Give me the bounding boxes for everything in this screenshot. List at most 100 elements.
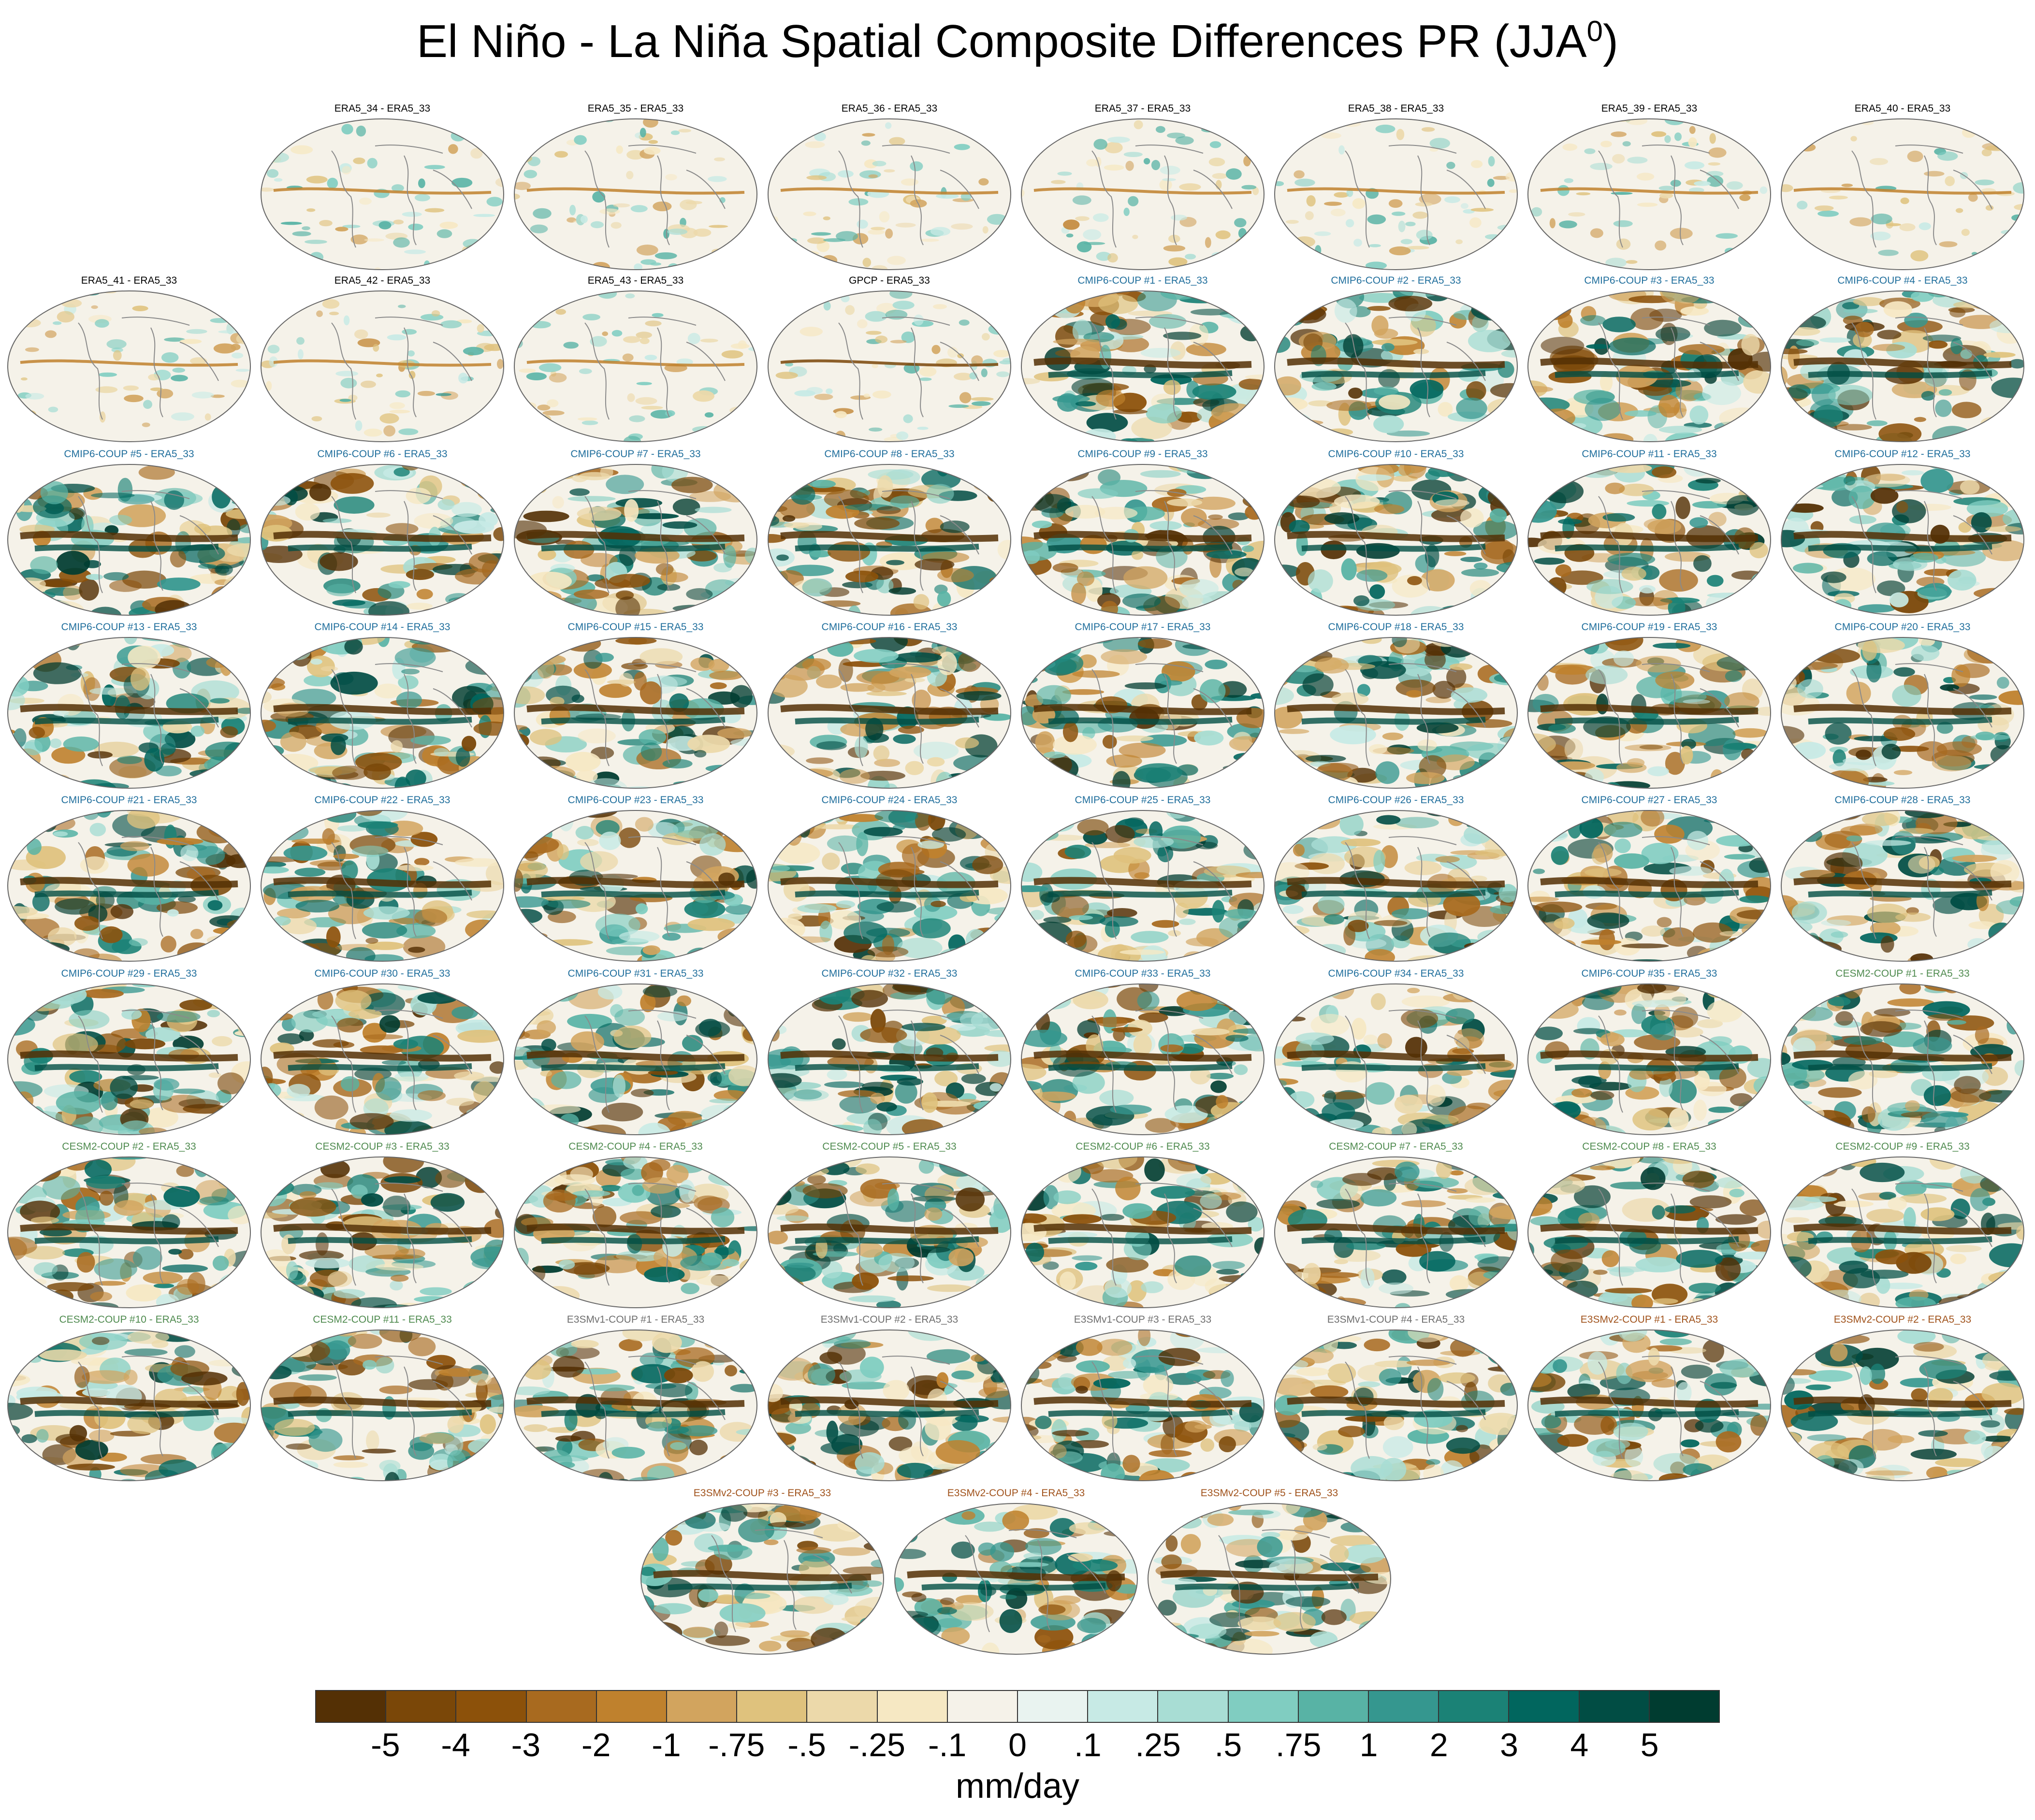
- equatorial-anomaly-band: [1793, 187, 2012, 195]
- precip-anomaly-patch: [693, 228, 712, 237]
- precip-anomaly-patch: [448, 601, 490, 607]
- coastline: [1417, 847, 1430, 937]
- precip-anomaly-patch: [389, 409, 410, 414]
- precip-anomaly-patch: [297, 349, 304, 360]
- precip-anomaly-patch: [1106, 908, 1137, 918]
- precip-anomaly-patch: [1792, 141, 1804, 145]
- precip-anomaly-patch: [1021, 239, 1032, 245]
- precip-anomaly-patch: [1529, 587, 1542, 598]
- precip-anomaly-patch: [1128, 196, 1139, 206]
- map-panel-field: [1527, 290, 1771, 442]
- precip-anomaly-patch: [487, 464, 503, 479]
- precip-anomaly-patch: [969, 424, 982, 433]
- coastline: [121, 490, 190, 499]
- precip-anomaly-patch: [951, 223, 973, 230]
- precip-anomaly-patch: [901, 843, 930, 867]
- precip-anomaly-patch: [225, 291, 235, 294]
- coastline: [78, 322, 103, 420]
- equatorial-anomaly-band: [1540, 531, 1759, 542]
- precip-anomaly-patch: [95, 386, 118, 393]
- precip-anomaly-patch: [1842, 302, 1860, 310]
- precip-anomaly-patch: [1324, 1090, 1336, 1104]
- precip-anomaly-patch: [99, 411, 106, 423]
- precip-anomaly-patch: [103, 572, 129, 581]
- precip-anomaly-patch: [445, 593, 473, 606]
- precip-anomaly-patch: [861, 1082, 894, 1091]
- precip-anomaly-patch: [190, 929, 204, 939]
- precip-anomaly-patch: [1296, 984, 1342, 998]
- precip-anomaly-patch: [424, 208, 445, 213]
- coastline: [584, 150, 610, 248]
- coastline: [404, 1020, 417, 1111]
- precip-anomaly-patch: [775, 372, 798, 379]
- map-panel-field: [768, 118, 1011, 270]
- precip-anomaly-patch: [262, 929, 291, 942]
- precip-anomaly-patch: [363, 763, 391, 780]
- precip-anomaly-patch: [555, 309, 566, 315]
- precip-anomaly-patch: [865, 311, 887, 322]
- precip-anomaly-patch: [389, 918, 419, 924]
- coastline: [838, 322, 863, 420]
- precip-anomaly-patch: [1163, 380, 1181, 395]
- precip-anomaly-patch: [264, 1012, 293, 1021]
- precip-anomaly-patch: [1495, 604, 1517, 615]
- precip-anomaly-patch: [477, 769, 504, 788]
- precip-anomaly-patch: [1950, 338, 1963, 354]
- map-outline: [7, 983, 251, 1135]
- precip-anomaly-patch: [1244, 464, 1264, 471]
- precip-anomaly-patch: [1160, 680, 1183, 686]
- precip-anomaly-patch: [1077, 819, 1109, 836]
- precip-anomaly-patch: [25, 393, 44, 400]
- precip-anomaly-patch: [817, 984, 851, 1005]
- precip-anomaly-patch: [1225, 1035, 1249, 1042]
- coastline: [1193, 861, 1233, 901]
- precip-anomaly-patch: [519, 653, 566, 665]
- precip-anomaly-patch: [8, 906, 38, 917]
- precip-anomaly-patch: [333, 853, 359, 859]
- precip-anomaly-patch: [1712, 637, 1728, 648]
- precip-anomaly-patch: [8, 594, 32, 612]
- precip-anomaly-patch: [1392, 908, 1430, 920]
- precip-anomaly-patch: [1021, 984, 1035, 993]
- precip-anomaly-patch: [1275, 749, 1285, 768]
- map-outline: [1021, 118, 1265, 270]
- precip-anomaly-patch: [643, 119, 658, 128]
- precip-anomaly-patch: [1997, 482, 2020, 494]
- precip-anomaly-patch: [479, 512, 498, 527]
- precip-anomaly-patch: [1369, 584, 1385, 599]
- precip-anomaly-patch: [1191, 496, 1236, 510]
- precip-anomaly-patch: [1751, 302, 1771, 325]
- precip-anomaly-patch: [1501, 349, 1517, 358]
- precip-anomaly-patch: [939, 119, 951, 122]
- precip-anomaly-patch: [493, 527, 504, 541]
- precip-anomaly-patch: [622, 353, 634, 362]
- precip-anomaly-patch: [549, 301, 560, 308]
- precip-anomaly-patch: [42, 984, 87, 1005]
- precip-anomaly-patch: [277, 438, 284, 442]
- precip-anomaly-patch: [1977, 787, 2009, 788]
- precip-anomaly-patch: [1876, 580, 1905, 596]
- precip-anomaly-patch: [1702, 381, 1741, 405]
- precip-anomaly-patch: [1295, 1032, 1334, 1045]
- equatorial-anomaly-band: [1301, 717, 1486, 725]
- map-outline: [1781, 637, 2024, 789]
- precip-anomaly-patch: [1234, 1064, 1248, 1075]
- precip-anomaly-patch: [768, 757, 790, 763]
- precip-anomaly-patch: [983, 646, 1011, 658]
- precip-anomaly-patch: [1813, 404, 1843, 428]
- precip-anomaly-patch: [1549, 218, 1555, 229]
- precip-anomaly-patch: [1843, 308, 1878, 314]
- coastline: [179, 342, 219, 381]
- precip-anomaly-patch: [164, 337, 185, 342]
- precip-anomaly-patch: [901, 178, 919, 186]
- precip-anomaly-patch: [1338, 145, 1345, 155]
- precip-anomaly-patch: [86, 574, 103, 580]
- precip-anomaly-patch: [1073, 990, 1108, 1010]
- equatorial-anomaly-band: [1555, 890, 1739, 898]
- precip-anomaly-patch: [403, 935, 446, 958]
- precip-anomaly-patch: [1062, 721, 1078, 742]
- precip-anomaly-patch: [848, 198, 869, 206]
- precip-anomaly-patch: [1032, 594, 1060, 607]
- precip-anomaly-patch: [1134, 835, 1174, 848]
- coastline: [657, 674, 670, 764]
